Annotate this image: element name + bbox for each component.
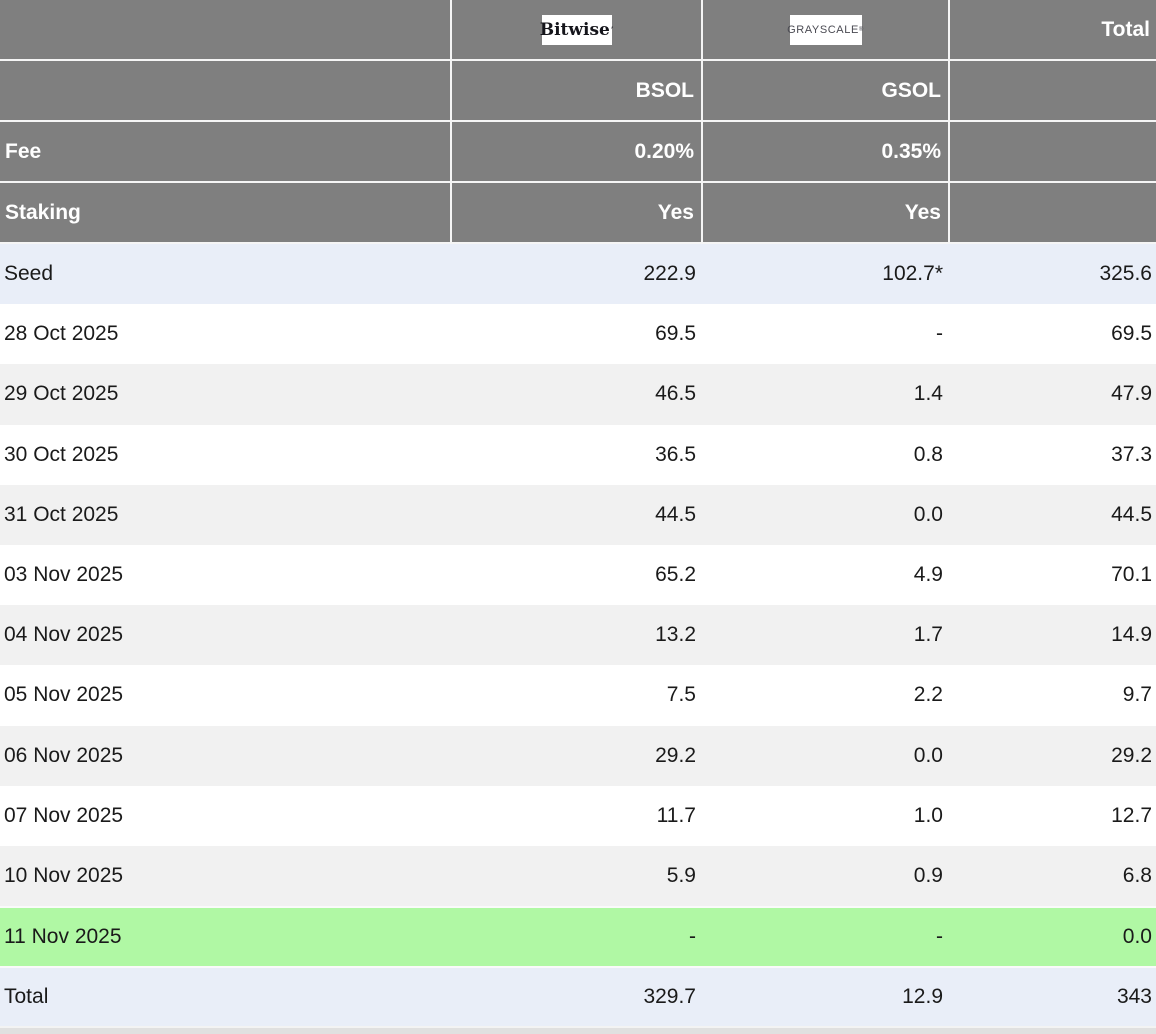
fee-label: Fee — [0, 122, 452, 181]
row-label: 29 Oct 2025 — [4, 382, 119, 406]
bitwise-logo-text: Bitwise — [539, 19, 610, 40]
gsol-value: 0.8 — [913, 442, 943, 466]
bsol-value: 65.2 — [655, 563, 696, 587]
table-row: 05 Nov 2025 7.5 2.2 9.7 — [0, 665, 1156, 726]
staking-cell-total-empty — [950, 183, 1156, 242]
gsol-value: 0.0 — [913, 502, 943, 526]
row-label: 06 Nov 2025 — [4, 743, 124, 767]
bsol-value: 29.2 — [655, 743, 696, 767]
table-row: 04 Nov 2025 13.2 1.7 14.9 — [0, 605, 1156, 666]
ticker-cell-total-empty — [950, 61, 1156, 120]
total-value: 6.8 — [1122, 863, 1152, 887]
staking-bsol: Yes — [452, 183, 703, 242]
header-cell-bitwise: Bitwise’ — [452, 0, 703, 59]
header-cell-empty — [0, 0, 452, 59]
table-row: 30 Oct 2025 36.5 0.8 37.3 — [0, 424, 1156, 485]
total-value: 343 — [1116, 985, 1152, 1009]
fee-cell-total-empty — [950, 122, 1156, 181]
header-row-logos: Bitwise’ GRAYSCALE ® Total — [0, 0, 1156, 61]
total-value: 69.5 — [1111, 322, 1152, 346]
bsol-value: 5.9 — [666, 863, 696, 887]
bsol-value: 13.2 — [655, 623, 696, 647]
row-label: 28 Oct 2025 — [4, 322, 119, 346]
total-value: 9.7 — [1122, 683, 1152, 707]
row-label: 03 Nov 2025 — [4, 563, 124, 587]
table-row: 07 Nov 2025 11.7 1.0 12.7 — [0, 785, 1156, 846]
header-row-tickers: BSOL GSOL — [0, 61, 1156, 122]
row-label: 30 Oct 2025 — [4, 442, 119, 466]
bsol-value: 36.5 — [655, 442, 696, 466]
bsol-value: 7.5 — [666, 683, 696, 707]
table-row-seed: Seed 222.9 102.7* 325.6 — [0, 244, 1156, 305]
staking-label: Staking — [0, 183, 452, 242]
table-row: 29 Oct 2025 46.5 1.4 47.9 — [0, 364, 1156, 425]
bsol-value: 69.5 — [655, 322, 696, 346]
ticker-cell-empty — [0, 61, 452, 120]
gsol-value: 12.9 — [902, 985, 943, 1009]
grayscale-logo-text: GRAYSCALE — [787, 23, 859, 36]
gsol-value: - — [936, 925, 943, 949]
header-row-staking: Staking Yes Yes — [0, 183, 1156, 244]
total-value: 44.5 — [1111, 502, 1152, 526]
fee-bsol: 0.20% — [452, 122, 703, 181]
gsol-value: 1.0 — [913, 803, 943, 827]
bsol-value: - — [689, 925, 696, 949]
gsol-value: - — [936, 322, 943, 346]
total-value: 14.9 — [1111, 623, 1152, 647]
total-value: 12.7 — [1111, 803, 1152, 827]
staking-gsol: Yes — [703, 183, 950, 242]
next-row-partial-strip — [0, 1026, 1156, 1034]
table-row: 06 Nov 2025 29.2 0.0 29.2 — [0, 725, 1156, 786]
header-total-label: Total — [1101, 17, 1150, 41]
gsol-value: 102.7* — [882, 262, 943, 286]
row-label: 31 Oct 2025 — [4, 502, 119, 526]
ticker-gsol: GSOL — [703, 61, 950, 120]
total-value: 325.6 — [1099, 262, 1152, 286]
total-value: 29.2 — [1111, 743, 1152, 767]
row-label: 07 Nov 2025 — [4, 803, 124, 827]
header-row-fee: Fee 0.20% 0.35% — [0, 122, 1156, 183]
bsol-value: 329.7 — [643, 985, 696, 1009]
gsol-value: 4.9 — [913, 563, 943, 587]
table-row: 31 Oct 2025 44.5 0.0 44.5 — [0, 484, 1156, 545]
header-cell-grayscale: GRAYSCALE ® — [703, 0, 950, 59]
gsol-value: 0.9 — [913, 863, 943, 887]
bitwise-logo: Bitwise’ — [539, 14, 613, 45]
table-row: 28 Oct 2025 69.5 - 69.5 — [0, 304, 1156, 365]
grayscale-logo: GRAYSCALE ® — [787, 14, 863, 45]
row-label: 04 Nov 2025 — [4, 623, 124, 647]
row-label: Seed — [4, 262, 54, 286]
row-label: Total — [4, 985, 49, 1009]
bsol-value: 222.9 — [643, 262, 696, 286]
table-row-current-day: 11 Nov 2025 - - 0.0 — [0, 906, 1156, 967]
bsol-value: 46.5 — [655, 382, 696, 406]
total-value: 0.0 — [1122, 925, 1152, 949]
gsol-value: 1.7 — [913, 623, 943, 647]
table-row: 10 Nov 2025 5.9 0.9 6.8 — [0, 845, 1156, 907]
bsol-value: 11.7 — [656, 803, 696, 827]
ticker-bsol: BSOL — [452, 61, 703, 120]
table-row-total: Total 329.7 12.9 343 — [0, 966, 1156, 1027]
row-label: 10 Nov 2025 — [4, 863, 124, 887]
total-value: 37.3 — [1111, 442, 1152, 466]
total-value: 47.9 — [1111, 382, 1152, 406]
bsol-value: 44.5 — [655, 502, 696, 526]
table-row: 03 Nov 2025 65.2 4.9 70.1 — [0, 544, 1156, 606]
row-label: 11 Nov 2025 — [4, 925, 122, 949]
fee-gsol: 0.35% — [703, 122, 950, 181]
gsol-value: 0.0 — [913, 743, 943, 767]
gsol-value: 1.4 — [913, 382, 943, 406]
total-value: 70.1 — [1111, 563, 1152, 587]
gsol-value: 2.2 — [913, 683, 943, 707]
row-label: 05 Nov 2025 — [4, 683, 124, 707]
